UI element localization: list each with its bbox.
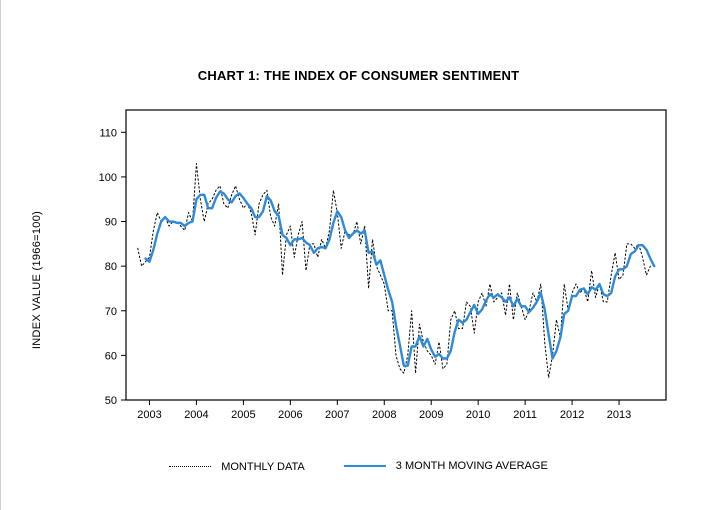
svg-text:60: 60 — [105, 350, 117, 362]
legend-item-avg: 3 MONTH MOVING AVERAGE — [344, 460, 548, 472]
legend-swatch-dotted — [169, 466, 211, 467]
legend-label-monthly: MONTHLY DATA — [221, 461, 305, 473]
chart-area: 50 60 70 80 90 100 110 2003 2004 2005 2006 2007 2008… — [71, 100, 671, 460]
svg-text:2005: 2005 — [231, 409, 255, 421]
svg-text:110: 110 — [99, 127, 117, 139]
svg-text:2006: 2006 — [278, 409, 302, 421]
svg-text:90: 90 — [105, 217, 117, 229]
svg-text:70: 70 — [105, 306, 117, 318]
svg-text:2003: 2003 — [137, 409, 161, 421]
svg-text:80: 80 — [105, 261, 117, 273]
svg-text:2010: 2010 — [466, 409, 490, 421]
svg-text:2004: 2004 — [184, 409, 208, 421]
legend-label-avg: 3 MONTH MOVING AVERAGE — [396, 460, 548, 472]
chart-title: CHART 1: THE INDEX OF CONSUMER SENTIMENT — [1, 68, 715, 83]
svg-text:2008: 2008 — [372, 409, 396, 421]
legend-item-monthly: MONTHLY DATA — [169, 461, 305, 473]
svg-text:2011: 2011 — [513, 409, 537, 421]
svg-text:50: 50 — [105, 395, 117, 407]
svg-text:2009: 2009 — [419, 409, 443, 421]
svg-text:2012: 2012 — [560, 409, 584, 421]
chart-svg: 50 60 70 80 90 100 110 2003 2004 2005 2006 2007 2008… — [71, 100, 671, 440]
svg-text:2007: 2007 — [325, 409, 349, 421]
legend: MONTHLY DATA 3 MONTH MOVING AVERAGE — [1, 458, 715, 473]
y-axis-label: INDEX VALUE (1966=100) — [31, 211, 43, 349]
svg-text:100: 100 — [99, 172, 117, 184]
legend-swatch-solid — [344, 465, 386, 467]
svg-text:2013: 2013 — [607, 409, 631, 421]
